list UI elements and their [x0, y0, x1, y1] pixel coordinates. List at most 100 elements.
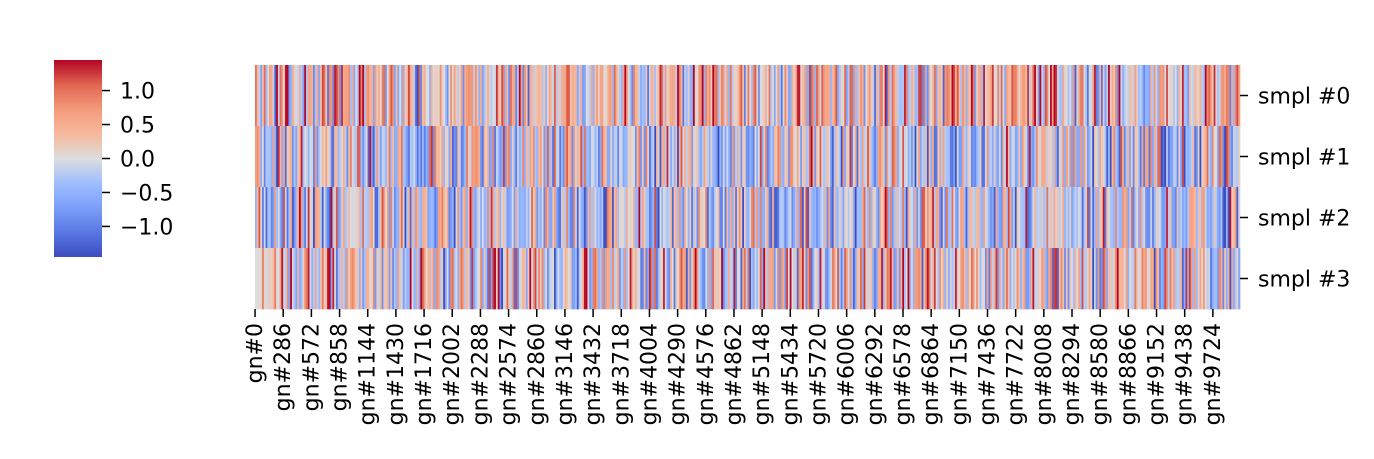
heatmap-cell [379, 248, 382, 310]
heatmap-cell [640, 65, 643, 127]
heatmap-cell [738, 248, 741, 310]
heatmap-cell [930, 65, 933, 127]
heatmap-cell [367, 65, 370, 127]
heatmap-cell [691, 248, 694, 310]
heatmap-cell [905, 248, 908, 310]
heatmap-cell [478, 187, 481, 249]
heatmap-cell [984, 248, 988, 310]
heatmap-cell [283, 126, 286, 188]
heatmap-cell [752, 126, 755, 188]
heatmap-cell [1134, 248, 1137, 310]
heatmap-cell [1085, 126, 1088, 188]
heatmap-cell [763, 248, 766, 310]
heatmap-cell [805, 126, 808, 188]
heatmap-cell [1180, 65, 1183, 127]
heatmap-cell [731, 248, 734, 310]
heatmap-cell [877, 187, 880, 249]
heatmap-cell [499, 248, 502, 310]
heatmap-cell [849, 65, 852, 127]
heatmap-cell [904, 126, 907, 188]
heatmap-cell [789, 187, 792, 249]
heatmap-cell [466, 126, 469, 188]
heatmap-cell [606, 248, 609, 310]
heatmap-cell [321, 248, 324, 310]
heatmap-cell [529, 248, 532, 310]
x-tick-label: gn#2574 [497, 323, 522, 425]
heatmap-cell [1018, 126, 1021, 188]
x-tick-label: gn#4290 [666, 323, 691, 425]
heatmap-cell [517, 65, 520, 127]
heatmap-cell [580, 187, 583, 249]
heatmap-cell [494, 126, 497, 188]
heatmap-cell [641, 187, 645, 249]
heatmap-cell [1157, 248, 1160, 310]
heatmap-cell [262, 126, 265, 188]
heatmap-cell [459, 126, 462, 188]
heatmap-cell [1023, 65, 1026, 127]
heatmap-cell [698, 248, 701, 310]
heatmap-cell [1185, 248, 1188, 310]
heatmap-cell [503, 65, 506, 127]
heatmap-cell [847, 126, 850, 188]
heatmap-cell [613, 187, 616, 249]
heatmap-cell [536, 65, 539, 127]
heatmap-cell [705, 187, 708, 249]
heatmap-cell [422, 126, 425, 188]
heatmap-cell [782, 126, 785, 188]
heatmap-cell [1007, 248, 1010, 310]
heatmap-cell [733, 187, 736, 249]
heatmap-cell [684, 248, 687, 310]
heatmap-cell [606, 65, 609, 127]
heatmap-cell [452, 126, 455, 188]
heatmap-cell [1199, 248, 1202, 310]
heatmap-cell [309, 248, 312, 310]
heatmap-cell [425, 65, 428, 127]
heatmap-cell [277, 126, 280, 188]
heatmap-cell [518, 248, 521, 310]
heatmap-cell [1074, 65, 1077, 127]
heatmap-cell [830, 126, 833, 188]
heatmap-cell [1236, 187, 1239, 249]
heatmap-cell [914, 126, 917, 188]
heatmap-cell [627, 187, 630, 249]
heatmap-cell [313, 126, 316, 188]
heatmap-cell [812, 65, 815, 127]
x-tick-label: gn#286 [271, 323, 296, 411]
heatmap-cell [1217, 65, 1220, 127]
heatmap-cell [940, 248, 944, 310]
heatmap-cell [1067, 248, 1070, 310]
heatmap-cell [344, 126, 347, 188]
heatmap-cell [735, 187, 738, 249]
heatmap-cell [1060, 65, 1063, 127]
heatmap-cell [311, 187, 314, 249]
heatmap-cell [675, 126, 678, 188]
heatmap-cell [1109, 65, 1112, 127]
heatmap-cell [1078, 65, 1081, 127]
heatmap-cell [872, 187, 875, 249]
heatmap-cell [668, 187, 671, 249]
heatmap-cell [1215, 65, 1218, 127]
heatmap-cell [559, 248, 562, 310]
heatmap-cell [837, 248, 840, 310]
heatmap-cell [371, 126, 374, 188]
heatmap-cell [900, 126, 903, 188]
heatmap-cell [515, 248, 518, 310]
heatmap-cell [905, 126, 908, 188]
heatmap-cell [328, 187, 331, 249]
heatmap-cell [860, 187, 863, 249]
heatmap-cell [1196, 248, 1199, 310]
heatmap-cell [816, 187, 819, 249]
colorbar-tick-label: 0.0 [120, 148, 155, 173]
heatmap-cell [1064, 248, 1067, 310]
heatmap-cell [348, 187, 351, 249]
heatmap-cell [575, 187, 578, 249]
heatmap-cell [446, 187, 449, 249]
heatmap-cell [383, 126, 386, 188]
heatmap-cell [1048, 126, 1051, 188]
heatmap-cell [374, 248, 377, 310]
heatmap-cell [1180, 126, 1183, 188]
heatmap-cell [1057, 187, 1060, 249]
heatmap-cell [886, 65, 889, 127]
heatmap-cell [276, 187, 279, 249]
heatmap-cell [707, 65, 710, 127]
